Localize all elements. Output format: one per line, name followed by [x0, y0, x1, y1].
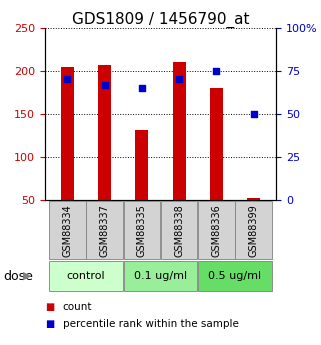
Point	[177, 77, 182, 82]
FancyBboxPatch shape	[235, 201, 272, 259]
FancyBboxPatch shape	[49, 201, 86, 259]
Bar	[61, 67, 74, 200]
FancyBboxPatch shape	[49, 261, 123, 291]
Point	[139, 85, 144, 91]
FancyBboxPatch shape	[198, 201, 235, 259]
Text: GSM88399: GSM88399	[249, 204, 259, 257]
Text: GSM88336: GSM88336	[212, 204, 221, 257]
FancyBboxPatch shape	[86, 201, 123, 259]
Text: percentile rank within the sample: percentile rank within the sample	[63, 319, 239, 329]
Text: GSM88334: GSM88334	[62, 204, 72, 257]
FancyBboxPatch shape	[198, 261, 272, 291]
FancyBboxPatch shape	[124, 201, 160, 259]
Bar	[135, 130, 148, 200]
Point	[214, 68, 219, 73]
Text: GSM88335: GSM88335	[137, 204, 147, 257]
Text: 0.5 ug/ml: 0.5 ug/ml	[209, 271, 262, 281]
Bar	[210, 88, 223, 200]
FancyBboxPatch shape	[161, 201, 197, 259]
Text: ▶: ▶	[23, 271, 31, 281]
Bar	[173, 62, 186, 200]
Text: GSM88337: GSM88337	[100, 204, 109, 257]
Bar	[247, 198, 260, 200]
Point	[251, 111, 256, 117]
Text: ■: ■	[45, 302, 54, 312]
Text: ■: ■	[45, 319, 54, 329]
Point	[102, 82, 107, 87]
Text: control: control	[67, 271, 105, 281]
Text: 0.1 ug/ml: 0.1 ug/ml	[134, 271, 187, 281]
Title: GDS1809 / 1456790_at: GDS1809 / 1456790_at	[72, 11, 249, 28]
Point	[65, 77, 70, 82]
Text: count: count	[63, 302, 92, 312]
Text: GSM88338: GSM88338	[174, 204, 184, 257]
Text: dose: dose	[3, 269, 33, 283]
FancyBboxPatch shape	[124, 261, 197, 291]
Bar	[98, 65, 111, 200]
